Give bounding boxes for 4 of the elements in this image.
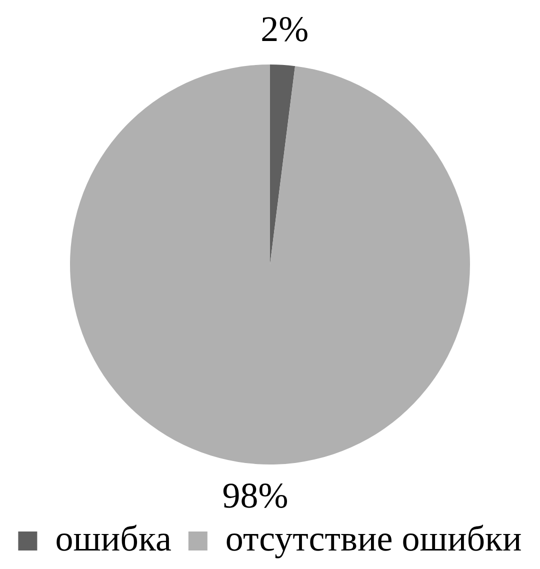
data-label: 2%: [260, 8, 309, 49]
legend-label: отсутствие ошибки: [225, 518, 522, 558]
data-label: 98%: [222, 476, 288, 516]
legend-label: ошибка: [55, 518, 172, 558]
